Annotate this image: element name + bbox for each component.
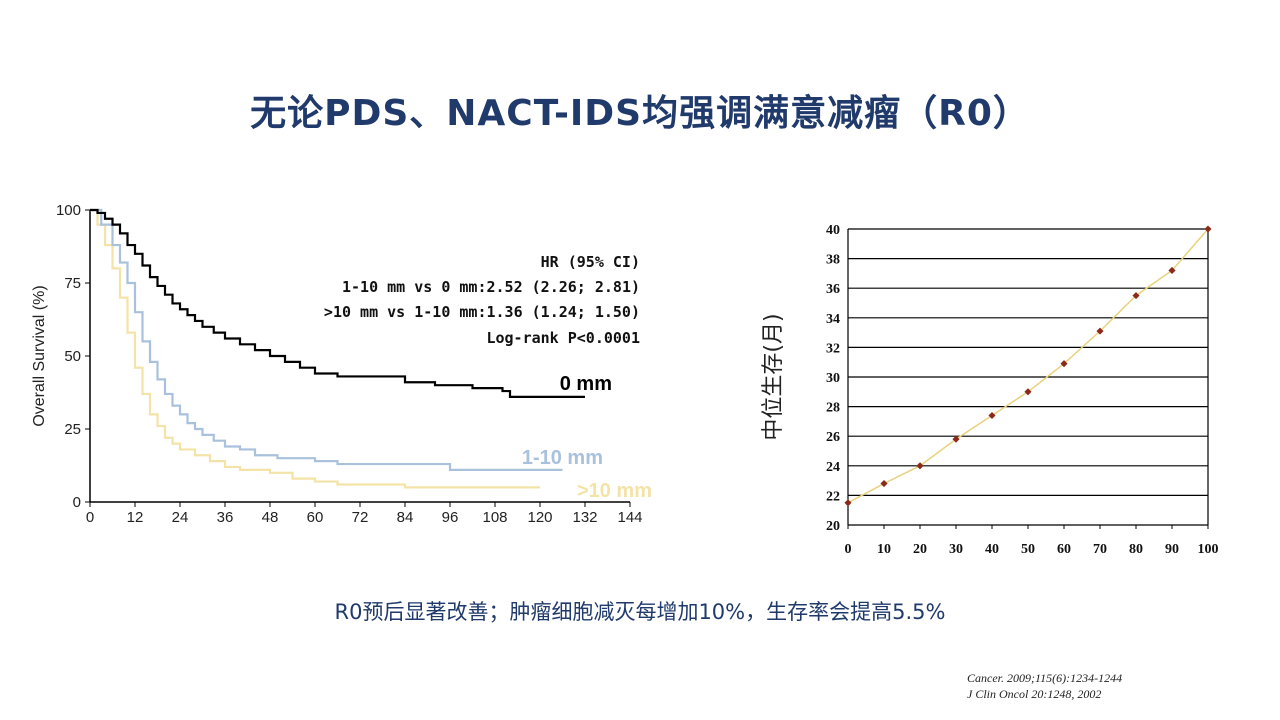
hr-annotation: Log-rank P<0.0001 [486,329,640,347]
x-tick-label: 96 [442,509,459,526]
y-tick-label: 24 [826,460,840,475]
x-tick-label: 36 [217,509,234,526]
series-label: 1-10 mm [522,447,603,469]
y-tick-label: 26 [826,430,840,445]
y-tick-label: 0 [73,494,81,511]
y-tick-label: 40 [826,223,840,238]
x-tick-label: 60 [1057,542,1071,557]
x-tick-label: 70 [1093,542,1107,557]
hr-annotation: HR (95% CI) [541,253,640,271]
y-axis-label: 中位生存(月) [761,313,786,440]
data-point [844,499,852,507]
x-tick-label: 40 [985,542,999,557]
x-tick-label: 0 [86,509,94,526]
hr-annotation: 1-10 mm vs 0 mm:2.52 (2.26; 2.81) [342,278,640,296]
y-tick-label: 75 [64,275,81,292]
y-tick-label: 22 [826,489,840,504]
data-point [988,411,996,420]
y-tick-label: 34 [826,312,840,327]
y-tick-label: 50 [64,348,81,365]
series-label: 0 mm [560,373,612,395]
x-tick-label: 60 [307,509,324,526]
x-tick-label: 12 [127,509,144,526]
reference: J Clin Oncol 20:1248, 2002 [967,687,1102,701]
slide-title: 无论PDS、NACT-IDS均强调满意减瘤（R0） [250,93,1030,134]
y-axis-label: Overall Survival (%) [31,285,48,426]
y-tick-label: 100 [56,202,81,219]
y-tick-label: 36 [826,282,840,297]
x-tick-label: 0 [845,542,852,557]
x-tick-label: 80 [1129,542,1143,557]
y-tick-label: 20 [826,519,840,534]
data-point [880,480,888,488]
x-tick-label: 72 [352,509,369,526]
x-tick-label: 90 [1165,542,1179,557]
reference: Cancer. 2009;115(6):1234-1244 [967,671,1123,685]
y-tick-label: 28 [826,401,840,416]
x-tick-label: 48 [262,509,279,526]
trend-line [847,228,1209,504]
survival-curve [90,208,585,398]
x-tick-label: 50 [1021,542,1035,557]
x-tick-label: 132 [572,509,597,526]
x-tick-label: 144 [617,509,642,526]
x-tick-label: 20 [913,542,927,557]
series-label: >10 mm [577,480,652,502]
references: Cancer. 2009;115(6):1234-1244 J Clin Onc… [967,670,1122,702]
hr-annotation: >10 mm vs 1-10 mm:1.36 (1.24; 1.50) [324,303,640,321]
x-tick-label: 10 [877,542,891,557]
x-tick-label: 108 [482,509,507,526]
data-point [952,435,960,443]
slide-caption: R0预后显著改善；肿瘤细胞减灭每增加10%，生存率会提高5.5% [334,600,946,624]
y-tick-label: 32 [826,341,840,356]
survival-curve [90,208,540,489]
x-tick-label: 84 [397,509,414,526]
x-tick-label: 24 [172,509,189,526]
survival-curve [90,208,563,471]
x-tick-label: 120 [527,509,552,526]
x-tick-label: 100 [1198,542,1219,557]
x-tick-label: 30 [949,542,963,557]
y-tick-label: 38 [826,253,840,268]
data-point [916,462,924,470]
y-tick-label: 30 [826,371,840,386]
y-tick-label: 25 [64,421,81,438]
